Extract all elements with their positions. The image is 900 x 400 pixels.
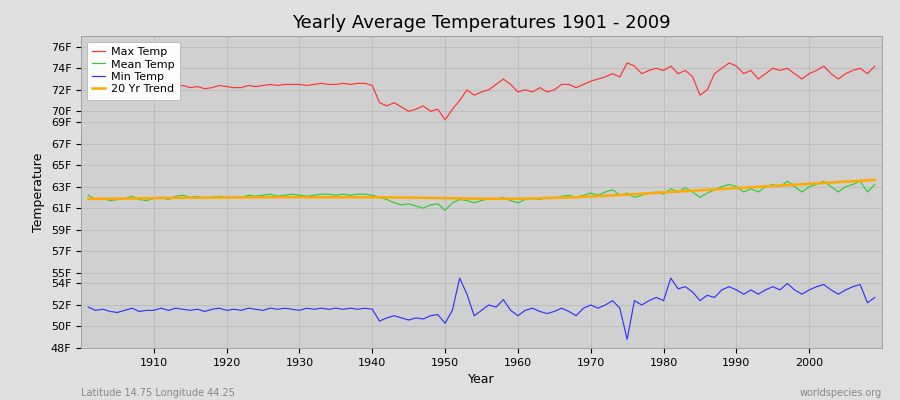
20 Yr Trend — [600, 194, 611, 198]
Text: worldspecies.org: worldspecies.org — [800, 388, 882, 398]
20 Yr Trend — [512, 196, 523, 201]
Max Temp — [622, 60, 633, 65]
X-axis label: Year: Year — [468, 373, 495, 386]
Min Temp — [302, 306, 312, 310]
20 Yr Trend — [83, 196, 94, 201]
Max Temp — [520, 87, 531, 92]
Mean Temp — [440, 208, 451, 213]
Min Temp — [141, 308, 152, 313]
Title: Yearly Average Temperatures 1901 - 2009: Yearly Average Temperatures 1901 - 2009 — [292, 14, 670, 32]
Mean Temp — [782, 179, 793, 184]
Line: Max Temp: Max Temp — [88, 63, 875, 120]
20 Yr Trend — [345, 195, 356, 200]
Mean Temp — [345, 193, 356, 198]
Text: Latitude 14.75 Longitude 44.25: Latitude 14.75 Longitude 44.25 — [81, 388, 235, 398]
20 Yr Trend — [302, 195, 312, 200]
Min Temp — [512, 313, 523, 318]
Max Temp — [302, 83, 312, 88]
Mean Temp — [869, 182, 880, 187]
Legend: Max Temp, Mean Temp, Min Temp, 20 Yr Trend: Max Temp, Mean Temp, Min Temp, 20 Yr Tre… — [86, 42, 180, 100]
Mean Temp — [83, 193, 94, 198]
Max Temp — [869, 64, 880, 68]
Min Temp — [869, 295, 880, 300]
Min Temp — [83, 305, 94, 310]
Line: Mean Temp: Mean Temp — [88, 181, 875, 210]
Max Temp — [512, 90, 523, 94]
20 Yr Trend — [505, 196, 516, 201]
Max Temp — [345, 82, 356, 87]
Mean Temp — [141, 198, 152, 203]
Y-axis label: Temperature: Temperature — [32, 152, 45, 232]
Mean Temp — [302, 194, 312, 199]
Max Temp — [608, 71, 618, 76]
Min Temp — [520, 308, 531, 313]
20 Yr Trend — [141, 196, 152, 201]
Line: 20 Yr Trend: 20 Yr Trend — [88, 180, 875, 199]
Max Temp — [83, 85, 94, 90]
Max Temp — [440, 118, 451, 122]
Line: Min Temp: Min Temp — [88, 278, 875, 339]
Min Temp — [345, 306, 356, 310]
Min Temp — [608, 298, 618, 303]
Mean Temp — [608, 188, 618, 192]
Min Temp — [454, 276, 465, 280]
Min Temp — [622, 337, 633, 342]
Mean Temp — [520, 197, 531, 202]
20 Yr Trend — [869, 178, 880, 182]
Mean Temp — [512, 200, 523, 205]
Max Temp — [141, 86, 152, 91]
